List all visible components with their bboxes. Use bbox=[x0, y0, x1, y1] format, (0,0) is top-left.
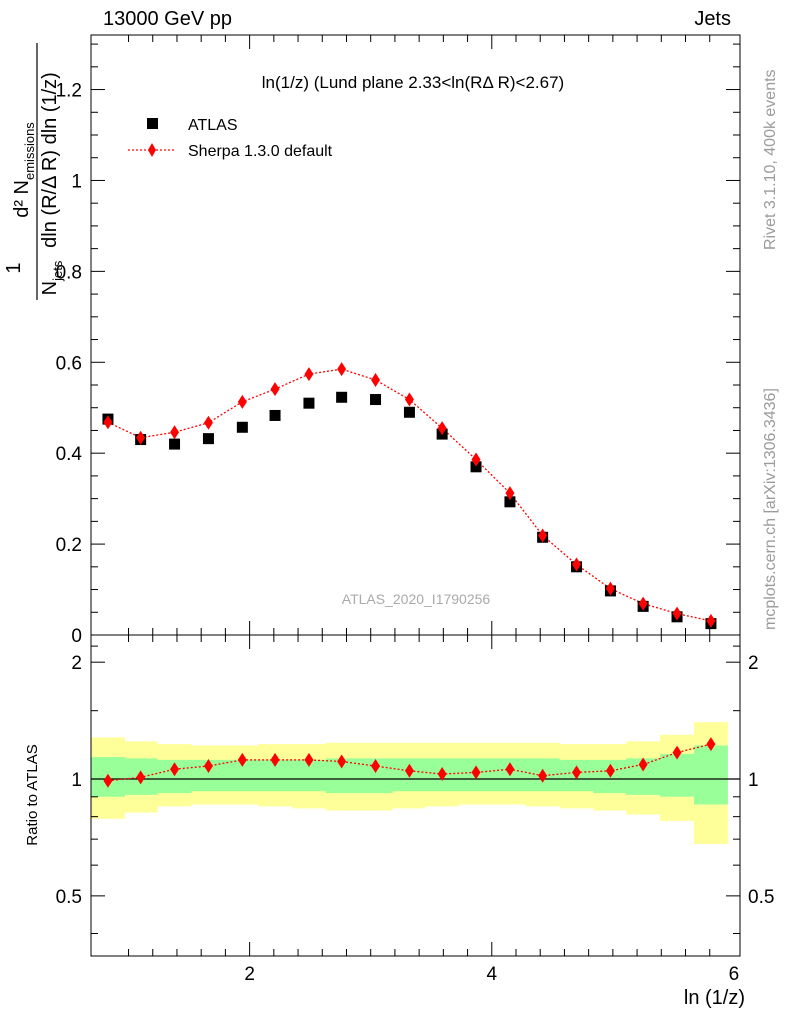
ratio-sherpa-point bbox=[170, 762, 180, 777]
atlas-point bbox=[202, 433, 214, 445]
energy-label: 13000 GeV pp bbox=[103, 8, 232, 30]
main-y-tick-label: 0.6 bbox=[56, 353, 82, 374]
sherpa-point bbox=[538, 528, 548, 543]
sherpa-point bbox=[170, 425, 180, 440]
analysis-id-label: ATLAS_2020_I1790256 bbox=[342, 591, 491, 607]
ratio-sherpa-point bbox=[270, 752, 280, 767]
svg-text:1: 1 bbox=[3, 262, 25, 273]
main-y-tick-label: 1 bbox=[71, 171, 82, 192]
sherpa-point bbox=[471, 452, 481, 467]
ratio-plot-ticks: 2 4 6 0.5 0.5 1 1 2 2 bbox=[56, 635, 774, 985]
ratio-y-tick-label-right: 1 bbox=[748, 770, 759, 791]
sherpa-point bbox=[337, 362, 347, 377]
sherpa-point bbox=[203, 415, 213, 430]
legend-atlas-marker bbox=[147, 118, 158, 129]
ratio-sherpa-point bbox=[605, 763, 615, 778]
main-y-axis-title-njets: Njets bbox=[39, 260, 65, 295]
ratio-sherpa-point bbox=[538, 768, 548, 783]
main-plot-series bbox=[102, 362, 717, 630]
main-y-tick-label: 0.2 bbox=[56, 535, 82, 556]
sherpa-point bbox=[605, 581, 615, 596]
atlas-point bbox=[303, 397, 315, 409]
main-y-tick-label: 1.2 bbox=[56, 81, 82, 102]
ratio-plot-series bbox=[103, 737, 716, 788]
ratio-sherpa-point bbox=[304, 752, 314, 767]
atlas-point bbox=[370, 394, 382, 406]
ratio-uncertainty-bands bbox=[91, 722, 740, 845]
ratio-y-tick-label-right: 2 bbox=[748, 653, 759, 674]
category-label: Jets bbox=[694, 8, 731, 30]
sherpa-point bbox=[270, 382, 280, 397]
ratio-sherpa-point bbox=[505, 762, 515, 777]
ratio-sherpa-point bbox=[437, 767, 447, 782]
svg-text:Ratio to ATLAS: Ratio to ATLAS bbox=[24, 744, 41, 845]
main-title: ln(1/z) (Lund plane 2.33<ln(RΔ R)<2.67) bbox=[262, 73, 564, 92]
main-y-axis-title-denominator: dln (R/Δ R) dln (1/z) bbox=[39, 72, 61, 248]
ratio-y-tick-label: 1 bbox=[71, 770, 82, 791]
legend-sherpa-label: Sherpa 1.3.0 default bbox=[188, 143, 333, 160]
sherpa-point bbox=[371, 373, 381, 387]
atlas-point bbox=[269, 409, 281, 421]
ratio-sherpa-point bbox=[237, 752, 247, 767]
main-y-axis-title-prefactor: 1 bbox=[3, 262, 25, 273]
ratio-y-axis-title: Ratio to ATLAS bbox=[24, 744, 41, 845]
ratio-sherpa-point bbox=[706, 737, 716, 752]
legend-atlas-label: ATLAS bbox=[188, 117, 238, 134]
x-tick-label: 2 bbox=[244, 964, 255, 985]
main-y-tick-label: 0 bbox=[71, 626, 82, 647]
sherpa-point bbox=[437, 421, 447, 436]
atlas-point bbox=[236, 421, 248, 433]
legend-sherpa-marker bbox=[148, 143, 156, 157]
sherpa-point bbox=[505, 486, 515, 501]
sherpa-point bbox=[304, 367, 314, 382]
ratio-sherpa-point bbox=[672, 745, 682, 760]
main-y-tick-label: 0.8 bbox=[56, 262, 82, 283]
atlas-point bbox=[403, 406, 415, 418]
atlas-point bbox=[169, 438, 181, 450]
ratio-y-tick-label-right: 0.5 bbox=[748, 887, 774, 908]
sherpa-point bbox=[572, 557, 582, 572]
ratio-sherpa-point bbox=[404, 763, 414, 778]
ratio-sherpa-point bbox=[136, 770, 146, 785]
ratio-sherpa-point bbox=[203, 759, 213, 774]
atlas-point bbox=[504, 496, 516, 508]
ratio-sherpa-point bbox=[471, 765, 481, 780]
main-y-axis-title: d² Nemissions bbox=[11, 122, 37, 218]
sherpa-point bbox=[706, 613, 716, 628]
legend: ATLAS Sherpa 1.3.0 default bbox=[128, 117, 333, 160]
x-axis-title: ln (1/z) bbox=[684, 987, 745, 1009]
ratio-sherpa-point bbox=[337, 754, 347, 769]
ratio-sherpa-point bbox=[371, 759, 381, 774]
sherpa-point bbox=[638, 596, 648, 611]
atlas-point bbox=[470, 461, 482, 473]
svg-text:Njets: Njets bbox=[39, 260, 65, 295]
svg-text:d² Nemissions: d² Nemissions bbox=[11, 122, 37, 218]
ratio-y-tick-label: 0.5 bbox=[56, 887, 82, 908]
ratio-sherpa-point bbox=[638, 757, 648, 772]
sherpa-point bbox=[136, 430, 146, 445]
sherpa-point bbox=[672, 606, 682, 621]
x-tick-label: 4 bbox=[486, 964, 497, 985]
svg-text:dln (R/Δ R) dln (1/z): dln (R/Δ R) dln (1/z) bbox=[39, 72, 61, 248]
sherpa-point bbox=[103, 415, 113, 430]
ratio-sherpa-point bbox=[103, 773, 113, 788]
ratio-y-tick-label: 2 bbox=[71, 653, 82, 674]
main-y-tick-label: 0.4 bbox=[56, 444, 83, 465]
x-tick-label: 6 bbox=[729, 964, 740, 985]
main-plot-ticks: 0 0.2 0.4 0.6 0.8 1 1.2 bbox=[56, 35, 740, 647]
atlas-point bbox=[336, 391, 348, 403]
sherpa-point bbox=[404, 392, 414, 407]
ratio-sherpa-point bbox=[572, 765, 582, 780]
sherpa-point bbox=[237, 394, 247, 409]
ratio-plot-frame bbox=[90, 634, 741, 957]
